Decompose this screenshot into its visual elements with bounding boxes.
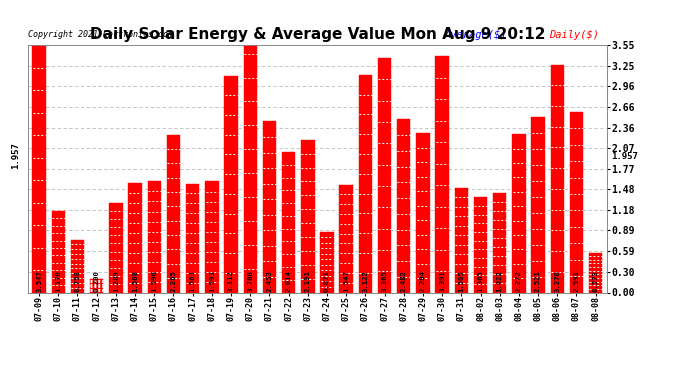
Text: 3.112: 3.112 — [228, 270, 234, 292]
Text: 2.521: 2.521 — [535, 270, 541, 292]
Text: 1.170: 1.170 — [55, 270, 61, 292]
Text: 1.596: 1.596 — [151, 270, 157, 292]
Title: Daily Solar Energy & Average Value Mon Aug 9 20:12: Daily Solar Energy & Average Value Mon A… — [90, 27, 545, 42]
Bar — [263, 122, 276, 292]
Text: 3.270: 3.270 — [554, 270, 560, 292]
Text: 1.563: 1.563 — [190, 270, 196, 292]
Text: 0.573: 0.573 — [593, 270, 599, 292]
Text: 1.365: 1.365 — [477, 270, 484, 292]
Text: 2.191: 2.191 — [305, 270, 310, 292]
Text: 1.547: 1.547 — [343, 270, 349, 292]
Bar — [474, 197, 487, 292]
Text: 3.365: 3.365 — [382, 270, 388, 292]
Bar — [570, 112, 583, 292]
Text: 2.482: 2.482 — [401, 270, 407, 292]
Text: 0.758: 0.758 — [75, 270, 81, 292]
Text: 3.122: 3.122 — [362, 270, 368, 292]
Text: 3.391: 3.391 — [439, 270, 445, 292]
Bar — [224, 75, 238, 292]
Text: Daily($): Daily($) — [549, 30, 599, 40]
Text: 0.871: 0.871 — [324, 270, 330, 292]
Bar — [531, 117, 545, 292]
Text: 2.272: 2.272 — [516, 270, 522, 292]
Text: 2.265: 2.265 — [170, 270, 177, 292]
Bar — [128, 183, 141, 292]
Text: 1.422: 1.422 — [497, 270, 503, 292]
Bar — [493, 194, 506, 292]
Bar — [301, 140, 315, 292]
Text: 1.957: 1.957 — [611, 152, 638, 160]
Text: Average($): Average($) — [445, 30, 507, 40]
Bar — [186, 183, 199, 292]
Text: 2.284: 2.284 — [420, 270, 426, 292]
Bar — [359, 75, 372, 292]
Bar — [589, 252, 602, 292]
Text: 3.547: 3.547 — [36, 270, 42, 292]
Text: 0.200: 0.200 — [94, 270, 99, 292]
Bar — [512, 134, 526, 292]
Bar — [435, 56, 449, 292]
Text: 2.014: 2.014 — [286, 270, 292, 292]
Bar — [71, 240, 84, 292]
Bar — [378, 58, 391, 292]
Bar — [551, 64, 564, 292]
Bar — [397, 120, 411, 292]
Bar — [339, 184, 353, 292]
Bar — [90, 279, 104, 292]
Bar — [205, 182, 219, 292]
Text: 1.593: 1.593 — [209, 270, 215, 292]
Bar — [167, 135, 180, 292]
Text: 1.568: 1.568 — [132, 270, 138, 292]
Text: 2.591: 2.591 — [573, 270, 580, 292]
Bar — [282, 152, 295, 292]
Text: 1.957: 1.957 — [11, 142, 20, 170]
Bar — [52, 211, 65, 292]
Bar — [244, 30, 257, 292]
Bar — [320, 232, 334, 292]
Bar — [455, 188, 468, 292]
Text: 1.289: 1.289 — [113, 270, 119, 292]
Text: Copyright 2021 Cartronics.com: Copyright 2021 Cartronics.com — [28, 30, 172, 39]
Text: 2.453: 2.453 — [266, 270, 273, 292]
Text: 1.505: 1.505 — [458, 270, 464, 292]
Text: 3.768: 3.768 — [247, 270, 253, 292]
Bar — [32, 45, 46, 292]
Bar — [416, 133, 430, 292]
Bar — [109, 202, 123, 292]
Bar — [148, 181, 161, 292]
